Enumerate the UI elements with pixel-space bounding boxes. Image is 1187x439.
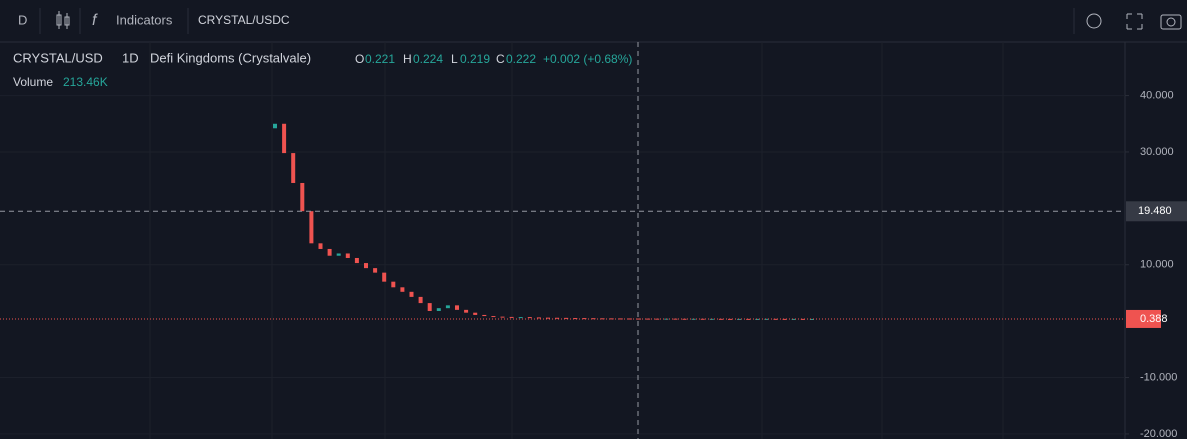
vertical-grid xyxy=(149,42,1004,439)
candle xyxy=(746,318,751,320)
candle xyxy=(509,316,514,318)
indicators-icon: f xyxy=(92,12,98,29)
candle xyxy=(418,296,423,304)
candle xyxy=(482,314,487,317)
y-tick-label: 40.000 xyxy=(1140,89,1174,101)
candle xyxy=(518,317,523,319)
candle xyxy=(273,123,277,129)
candle xyxy=(600,318,605,320)
candle xyxy=(800,318,805,320)
legend-change: +0.002 (+0.68%) xyxy=(543,52,632,66)
legend-symbol: CRYSTAL/USD xyxy=(13,50,103,65)
candle xyxy=(300,182,305,212)
candle xyxy=(473,312,478,315)
legend-l-label: L xyxy=(451,52,458,66)
candle xyxy=(327,248,332,256)
settings-icon[interactable] xyxy=(1086,13,1102,29)
compare-symbol-button[interactable]: CRYSTAL/USDC xyxy=(198,13,290,27)
legend: CRYSTAL/USD 1D Defi Kingdoms (Crystalval… xyxy=(13,50,632,89)
candle xyxy=(536,317,541,319)
legend-c-label: C xyxy=(496,52,505,66)
y-tick-label: -10.000 xyxy=(1140,371,1177,383)
legend-high: 0.224 xyxy=(413,52,443,66)
y-tick-label: -20.000 xyxy=(1140,428,1177,439)
crosshair-label: 19.480 xyxy=(1138,205,1172,217)
volume-label: Volume xyxy=(13,75,53,89)
candle xyxy=(773,318,778,320)
candle xyxy=(282,123,287,154)
fullscreen-icon[interactable] xyxy=(1126,13,1143,30)
candle xyxy=(582,318,587,320)
legend-interval: 1D xyxy=(122,50,139,65)
last-price-tag xyxy=(1126,309,1161,328)
legend-exchange: Defi Kingdoms (Crystalvale) xyxy=(150,50,311,65)
candle xyxy=(336,253,341,256)
candle xyxy=(618,318,623,320)
candle xyxy=(791,318,796,320)
indicators-button[interactable]: Indicators xyxy=(116,12,173,27)
candle xyxy=(782,318,787,320)
candle xyxy=(445,305,450,309)
candle xyxy=(755,318,760,320)
y-tick-label: 30.000 xyxy=(1140,146,1174,158)
candle xyxy=(400,287,405,292)
candle xyxy=(609,318,614,320)
candle xyxy=(455,305,459,310)
candle xyxy=(564,317,569,319)
legend-h-label: H xyxy=(403,52,412,66)
legend-o-label: O xyxy=(355,52,364,66)
volume-value: 213.46K xyxy=(63,75,108,89)
candle xyxy=(409,291,414,297)
y-tick-label: 10.000 xyxy=(1140,259,1174,271)
candle xyxy=(309,211,314,244)
candle xyxy=(627,318,632,320)
candle xyxy=(427,303,432,311)
candle xyxy=(764,318,769,320)
candle xyxy=(555,317,560,319)
legend-open: 0.221 xyxy=(365,52,395,66)
screenshot-icon[interactable] xyxy=(1160,14,1182,30)
candle xyxy=(345,253,350,258)
candle xyxy=(573,318,578,320)
candle xyxy=(809,318,814,320)
candle xyxy=(491,316,496,318)
crosshair-tag xyxy=(1126,201,1187,222)
interval-button[interactable]: D xyxy=(18,12,27,27)
candle xyxy=(391,281,396,288)
candle xyxy=(436,308,441,311)
toolbar xyxy=(0,0,1187,42)
candle xyxy=(737,318,742,320)
candle xyxy=(464,309,469,313)
candle xyxy=(500,316,505,318)
candle xyxy=(382,272,387,282)
candle xyxy=(291,153,296,183)
candle xyxy=(364,263,368,269)
candle xyxy=(354,257,359,264)
candle xyxy=(527,317,532,319)
legend-low: 0.219 xyxy=(460,52,490,66)
candle xyxy=(591,318,596,320)
screenshot-lens xyxy=(1166,17,1176,27)
candle-type-icon[interactable] xyxy=(56,11,70,29)
candle xyxy=(373,268,378,273)
candle xyxy=(546,317,550,319)
last-price-label: 0.388 xyxy=(1140,313,1168,325)
candle xyxy=(318,243,323,249)
legend-close: 0.222 xyxy=(506,52,536,66)
